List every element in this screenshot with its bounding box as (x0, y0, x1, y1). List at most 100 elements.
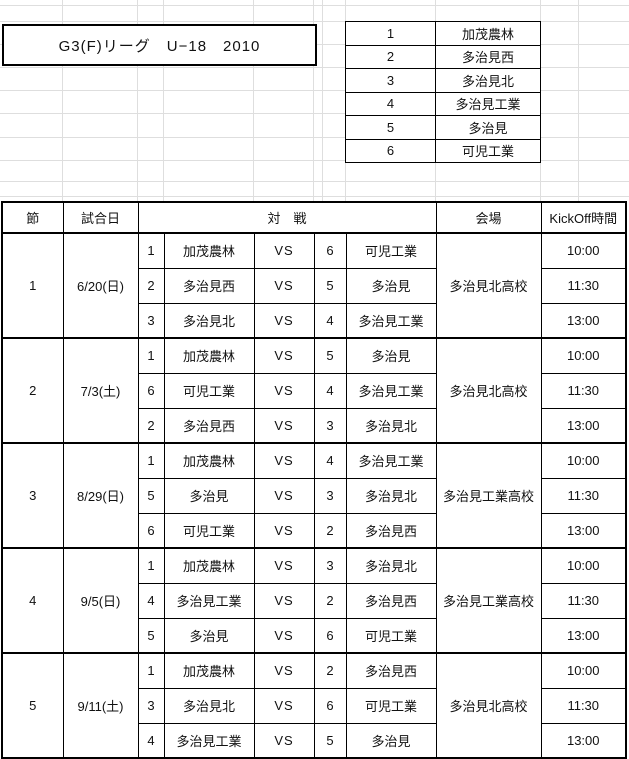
home-number-cell: 2 (137, 267, 165, 304)
away-team-cell: 多治見北 (345, 547, 437, 584)
home-number-cell: 1 (137, 547, 165, 584)
team-number-cell: 5 (345, 115, 436, 140)
away-number-cell: 2 (313, 512, 347, 549)
home-team-cell: 多治見工業 (163, 582, 255, 619)
venue-cell: 多治見北高校 (435, 652, 542, 759)
away-team-cell: 多治見北 (345, 407, 437, 444)
away-number-cell: 3 (313, 477, 347, 514)
match-date-cell: 9/5(日) (62, 547, 139, 654)
home-team-cell: 加茂農林 (163, 337, 255, 374)
venue-cell: 多治見北高校 (435, 232, 542, 339)
header-round: 節 (1, 201, 64, 234)
match-row: 4 9/5(日) 1 加茂農林 VS 3 多治見北 多治見工業高校 10:00 (1, 547, 627, 654)
header-kickoff: KickOff時間 (540, 201, 627, 234)
team-number-cell: 4 (345, 91, 436, 116)
kickoff-time-cell: 13:00 (540, 302, 627, 339)
away-number-cell: 5 (313, 337, 347, 374)
home-team-cell: 多治見北 (163, 687, 255, 724)
away-team-cell: 多治見北 (345, 477, 437, 514)
schedule-header-row: 節 試合日 対 戦 会場 KickOff時間 (1, 201, 627, 234)
away-team-cell: 多治見西 (345, 652, 437, 689)
kickoff-time-cell: 11:30 (540, 477, 627, 514)
away-number-cell: 6 (313, 232, 347, 269)
grid-line-horizontal (0, 90, 629, 91)
round-number-cell: 3 (1, 442, 64, 549)
team-list-row: 4 多治見工業 (345, 91, 541, 116)
kickoff-time-cell: 13:00 (540, 512, 627, 549)
home-team-cell: 加茂農林 (163, 232, 255, 269)
kickoff-time-cell: 10:00 (540, 547, 627, 584)
round-number-cell: 5 (1, 652, 64, 759)
home-team-cell: 多治見工業 (163, 722, 255, 759)
away-number-cell: 3 (313, 547, 347, 584)
vs-label-cell: VS (253, 372, 315, 409)
schedule-table: 節 試合日 対 戦 会場 KickOff時間 1 6/20(日) 1 加茂農林 VS 6 可… (1, 201, 627, 759)
kickoff-time-cell: 11:30 (540, 267, 627, 304)
vs-label-cell: VS (253, 687, 315, 724)
away-number-cell: 3 (313, 407, 347, 444)
grid-line-horizontal (0, 160, 629, 161)
kickoff-time-cell: 10:00 (540, 232, 627, 269)
vs-label-cell: VS (253, 582, 315, 619)
team-name-cell: 多治見工業 (435, 91, 541, 116)
match-row: 6 可児工業 VS 4 多治見工業 11:30 (2, 372, 627, 409)
venue-cell: 多治見工業高校 (435, 547, 542, 654)
vs-label-cell: VS (253, 477, 315, 514)
home-team-cell: 加茂農林 (163, 442, 255, 479)
team-name-cell: 可児工業 (435, 138, 541, 163)
home-number-cell: 2 (137, 407, 165, 444)
kickoff-time-cell: 10:00 (540, 337, 627, 374)
home-number-cell: 3 (137, 687, 165, 724)
home-number-cell: 4 (137, 582, 165, 619)
away-team-cell: 多治見 (345, 337, 437, 374)
away-team-cell: 多治見工業 (345, 302, 437, 339)
kickoff-time-cell: 11:30 (540, 687, 627, 724)
vs-label-cell: VS (253, 722, 315, 759)
away-team-cell: 多治見 (345, 267, 437, 304)
match-row: 1 6/20(日) 1 加茂農林 VS 6 可児工業 多治見北高校 10:00 (1, 232, 627, 339)
away-team-cell: 可児工業 (345, 617, 437, 654)
home-number-cell: 1 (137, 442, 165, 479)
match-row: 3 8/29(日) 1 加茂農林 VS 4 多治見工業 多治見工業高校 10:00 (1, 442, 627, 549)
league-title: G3(F)リーグ U−18 2010 (58, 37, 261, 55)
team-list-row: 3 多治見北 (345, 68, 541, 93)
round-number-cell: 1 (1, 232, 64, 339)
match-date-cell: 7/3(土) (62, 337, 139, 444)
home-number-cell: 6 (137, 372, 165, 409)
match-row: 2 多治見西 VS 3 多治見北 13:00 (2, 407, 627, 444)
header-venue: 会場 (435, 201, 542, 234)
kickoff-time-cell: 13:00 (540, 722, 627, 759)
home-number-cell: 1 (137, 652, 165, 689)
kickoff-time-cell: 11:30 (540, 582, 627, 619)
team-number-cell: 6 (345, 138, 436, 163)
home-team-cell: 多治見 (163, 617, 255, 654)
header-date: 試合日 (62, 201, 139, 234)
away-team-cell: 可児工業 (345, 687, 437, 724)
vs-label-cell: VS (253, 652, 315, 689)
kickoff-time-cell: 10:00 (540, 652, 627, 689)
match-row: 5 多治見 VS 3 多治見北 11:30 (2, 477, 627, 514)
grid-line-horizontal (0, 5, 629, 6)
round-number-cell: 4 (1, 547, 64, 654)
home-team-cell: 多治見西 (163, 407, 255, 444)
schedule-body: 1 6/20(日) 1 加茂農林 VS 6 可児工業 多治見北高校 10:00 2 多治見西 VS 5 多… (1, 232, 627, 759)
team-list-row: 5 多治見 (345, 115, 541, 140)
home-team-cell: 多治見北 (163, 302, 255, 339)
home-number-cell: 5 (137, 617, 165, 654)
away-team-cell: 多治見西 (345, 512, 437, 549)
vs-label-cell: VS (253, 407, 315, 444)
team-list-row: 1 加茂農林 (345, 21, 541, 46)
match-row: 4 多治見工業 VS 5 多治見 13:00 (2, 722, 627, 759)
match-row: 3 多治見北 VS 6 可児工業 11:30 (2, 687, 627, 724)
team-name-cell: 加茂農林 (435, 21, 541, 46)
match-row: 4 多治見工業 VS 2 多治見西 11:30 (2, 582, 627, 619)
grid-line-horizontal (0, 181, 629, 182)
away-team-cell: 多治見工業 (345, 372, 437, 409)
match-row: 2 7/3(土) 1 加茂農林 VS 5 多治見 多治見北高校 10:00 (1, 337, 627, 444)
vs-label-cell: VS (253, 337, 315, 374)
team-list-row: 2 多治見西 (345, 44, 541, 69)
away-number-cell: 4 (313, 372, 347, 409)
grid-line-horizontal (0, 196, 629, 197)
match-row: 5 9/11(土) 1 加茂農林 VS 2 多治見西 多治見北高校 10:00 (1, 652, 627, 759)
